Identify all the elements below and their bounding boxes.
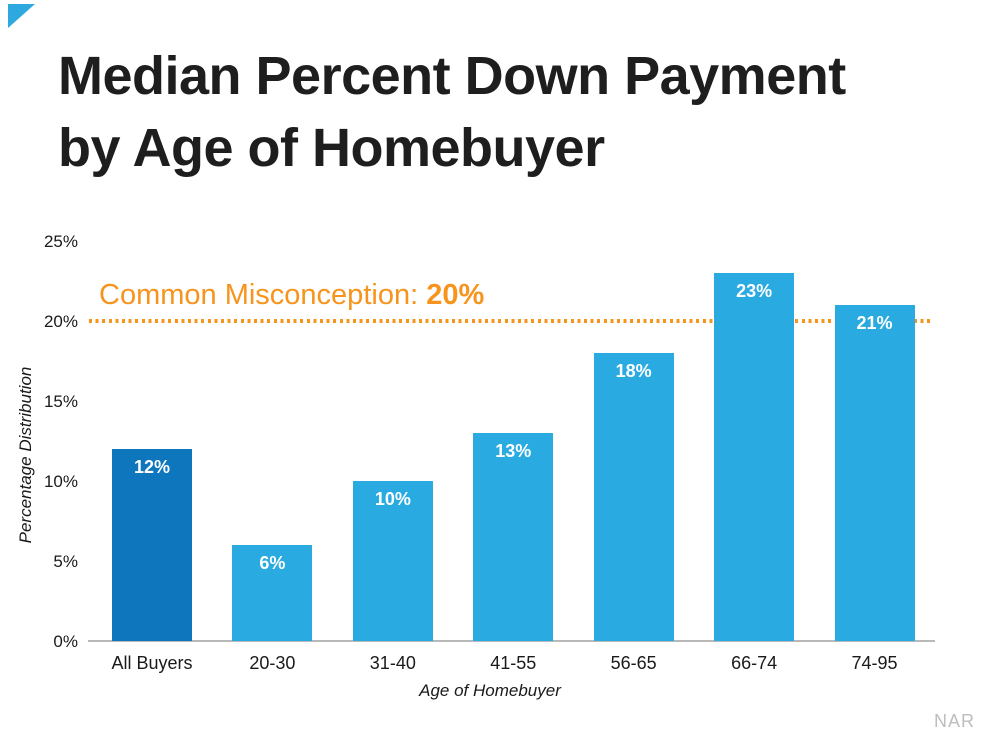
misconception-annotation: Common Misconception: 20%	[99, 279, 484, 312]
bar-value-label: 13%	[495, 441, 532, 461]
reference-line-20-percent	[89, 319, 933, 323]
x-tick-label: 56-65	[610, 653, 657, 673]
x-tick-label: 31-40	[369, 653, 416, 673]
bar-value-label: 12%	[133, 457, 171, 477]
corner-triangle-decoration	[8, 4, 35, 28]
y-tick-label: 20%	[43, 312, 78, 331]
source-note: NAR	[933, 711, 975, 731]
bar-value-label: 21%	[856, 313, 893, 333]
x-tick-label: 41-55	[490, 653, 537, 673]
bar-value-label: 10%	[374, 489, 411, 509]
y-tick-label: 25%	[43, 232, 78, 251]
bar-all-buyers: 12%	[112, 449, 192, 641]
y-tick-label: 5%	[53, 552, 78, 571]
y-tick-label: 0%	[53, 632, 78, 651]
bar-41-55: 13%	[473, 433, 554, 641]
x-axis-line	[88, 640, 935, 642]
x-tick-label: 20-30	[249, 653, 296, 673]
chart-title-line2: by Age of Homebuyer	[58, 118, 605, 179]
x-tick-label: All Buyers	[111, 653, 193, 673]
misconception-annotation-value: 20%	[426, 279, 485, 311]
bar-66-74: 23%	[714, 273, 795, 641]
bar-value-label: 18%	[615, 361, 652, 381]
bar-31-40: 10%	[352, 481, 433, 641]
x-axis-title: Age of Homebuyer	[419, 681, 561, 700]
misconception-annotation-text: Common Misconception:	[99, 279, 427, 311]
y-tick-label: 10%	[43, 472, 78, 491]
bar-74-95: 21%	[834, 305, 915, 641]
x-tick-label: 66-74	[731, 653, 778, 673]
chart-title: Median Percent Down Payment by Age of Ho…	[58, 40, 846, 185]
y-tick-label: 15%	[43, 392, 78, 411]
x-tick-label: 74-95	[851, 653, 898, 673]
bar-56-65: 18%	[593, 353, 674, 641]
chart-title-line1: Median Percent Down Payment	[58, 46, 846, 106]
bar-value-label: 6%	[259, 553, 286, 573]
bar-20-30: 6%	[232, 545, 313, 641]
bar-value-label: 23%	[736, 281, 773, 301]
